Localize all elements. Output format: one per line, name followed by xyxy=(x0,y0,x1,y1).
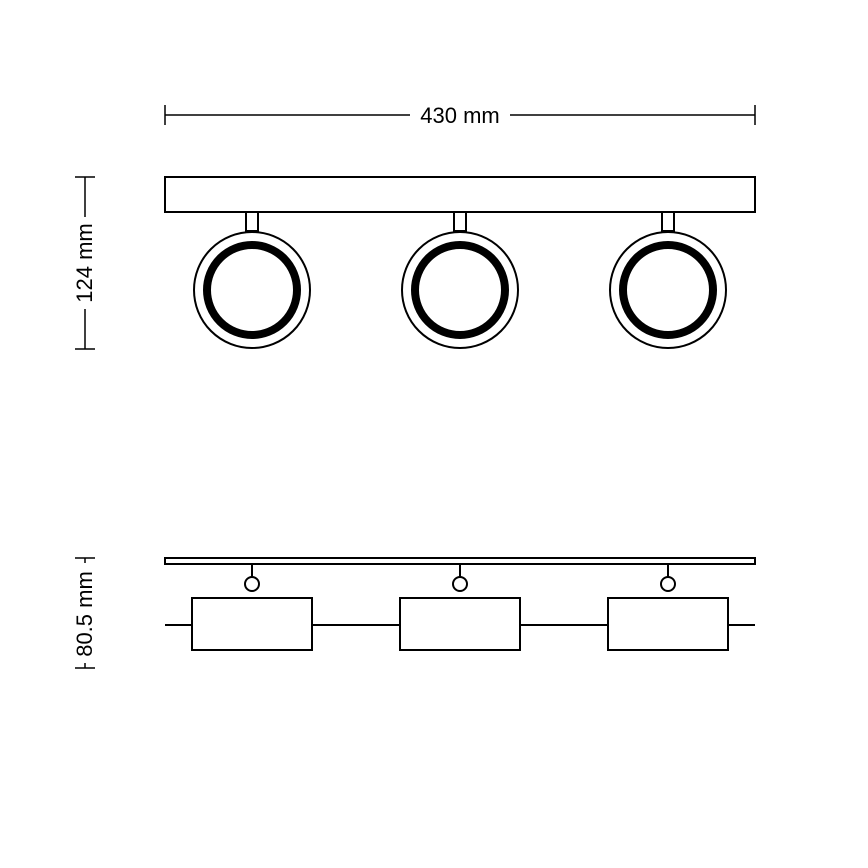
technical-drawing: 430 mm 124 mm xyxy=(0,0,868,868)
dimension-height-front: 124 mm xyxy=(72,177,97,349)
front-view xyxy=(165,177,755,348)
spotlight-side-3 xyxy=(608,564,728,650)
width-label: 430 mm xyxy=(420,103,499,128)
spotlight-2 xyxy=(402,212,518,348)
height-front-label: 124 mm xyxy=(72,223,97,302)
side-view xyxy=(165,558,755,650)
spotlight-3 xyxy=(610,212,726,348)
dimension-height-side: 80.5 mm xyxy=(72,558,97,668)
mounting-bar xyxy=(165,177,755,212)
mounting-plate-side xyxy=(165,558,755,564)
spotlight-1 xyxy=(194,212,310,348)
spotlight-side-1 xyxy=(192,564,312,650)
dimension-width: 430 mm xyxy=(165,103,755,128)
spotlight-side-2 xyxy=(400,564,520,650)
height-side-label: 80.5 mm xyxy=(72,571,97,657)
